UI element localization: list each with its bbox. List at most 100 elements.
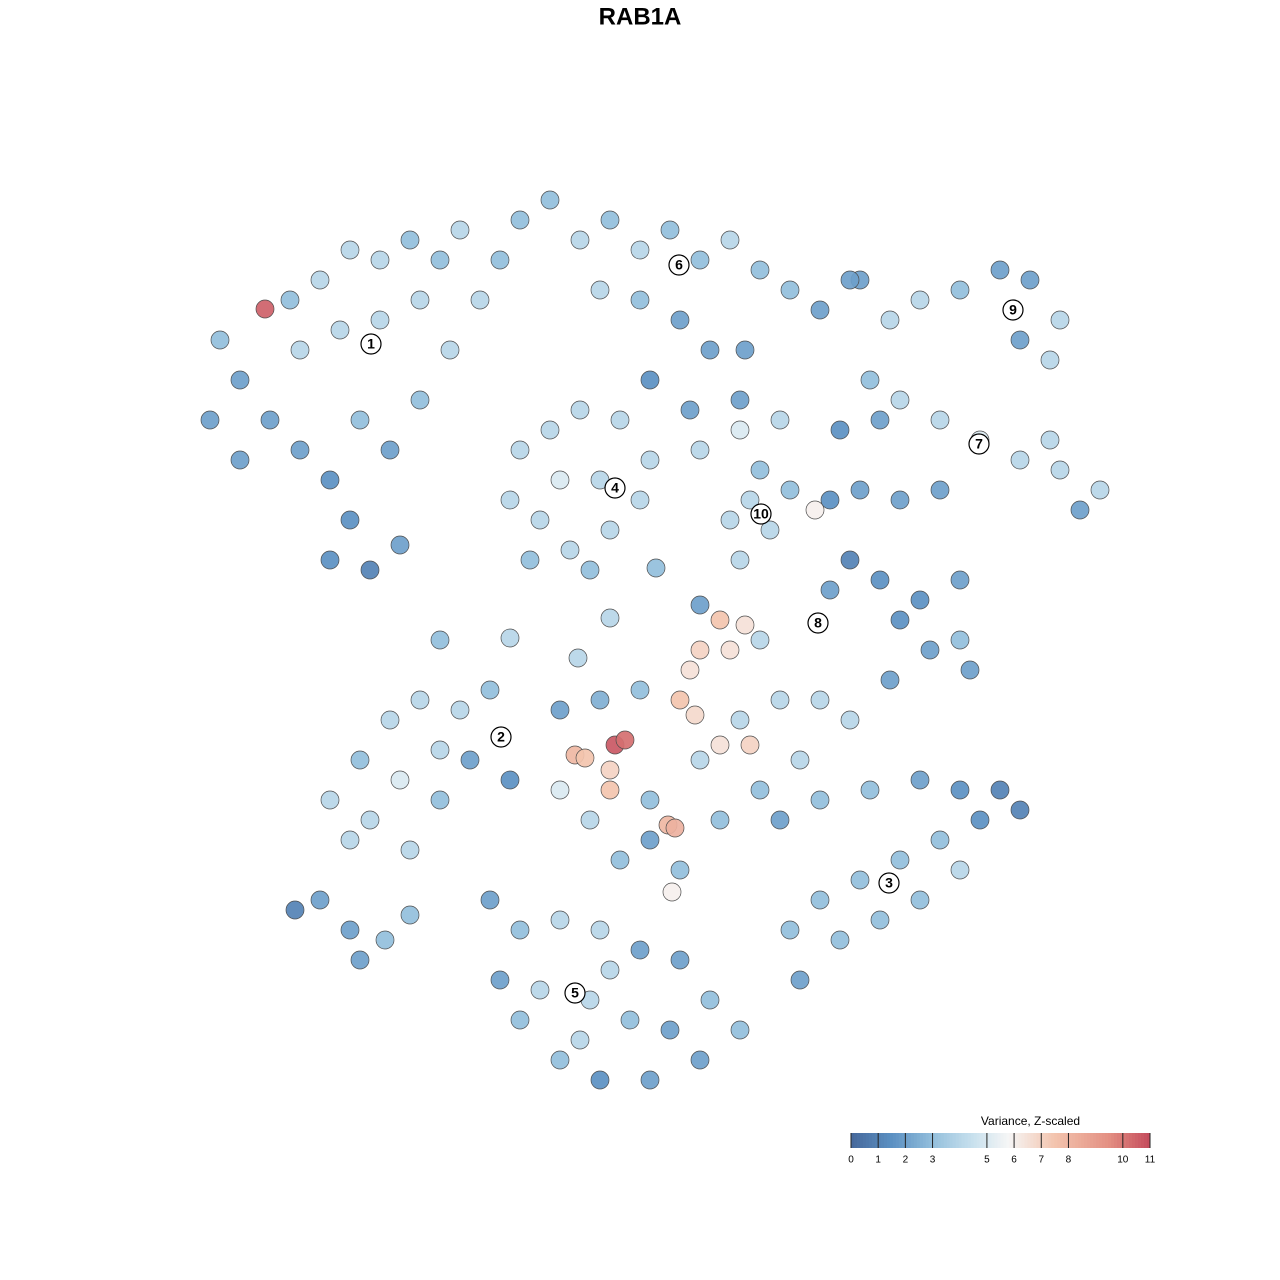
cluster-label: 7 [975, 436, 983, 452]
colorbar-segment [1105, 1133, 1109, 1148]
point [710, 610, 730, 630]
point [340, 240, 360, 260]
point [750, 260, 770, 280]
points [200, 190, 1110, 1090]
colorbar-segment [1093, 1133, 1097, 1148]
point [210, 330, 230, 350]
point [590, 1070, 610, 1090]
point [580, 560, 600, 580]
colorbar-segment [991, 1133, 996, 1148]
colorbar-segment [1120, 1133, 1124, 1148]
colorbar-segment [874, 1133, 879, 1148]
colorbar-tick-label: 0 [848, 1155, 854, 1166]
cluster-label: 2 [497, 729, 505, 745]
colorbar-tick-label: 2 [903, 1155, 909, 1166]
colorbar-segment [856, 1133, 861, 1148]
colorbar-segment [1081, 1133, 1085, 1148]
colorbar-segment [1054, 1133, 1058, 1148]
point [990, 260, 1010, 280]
point [660, 220, 680, 240]
point [360, 560, 380, 580]
point [460, 750, 480, 770]
point [770, 690, 790, 710]
colorbar-segment [1033, 1133, 1037, 1148]
cluster-label: 8 [814, 615, 822, 631]
colorbar-segment [964, 1133, 969, 1148]
point [700, 990, 720, 1010]
point [680, 400, 700, 420]
cluster-badge [878, 872, 900, 894]
cluster-badge [968, 433, 990, 455]
colorbar-segment [1018, 1133, 1022, 1148]
point [410, 690, 430, 710]
colorbar-segment [1069, 1133, 1073, 1148]
point [600, 608, 620, 628]
colorbar-segment [1030, 1133, 1034, 1148]
point [1040, 430, 1060, 450]
point [730, 390, 750, 410]
colorbar-tick-label: 10 [1117, 1155, 1129, 1166]
point [500, 770, 520, 790]
point [510, 440, 530, 460]
cluster-label: 4 [611, 480, 619, 496]
colorbar-segment [982, 1133, 987, 1148]
cluster-badge [604, 477, 626, 499]
colorbar-title: Variance, Z-scaled [981, 1114, 1080, 1128]
colorbar-segment [871, 1133, 876, 1148]
point [570, 230, 590, 250]
colorbar-segment [907, 1133, 912, 1148]
colorbar-segment [1048, 1133, 1052, 1148]
point [920, 640, 940, 660]
point [400, 905, 420, 925]
point [820, 490, 840, 510]
point [660, 1020, 680, 1040]
point [870, 410, 890, 430]
point [810, 890, 830, 910]
point [400, 230, 420, 250]
point [740, 490, 760, 510]
point [646, 558, 666, 578]
point [1010, 450, 1030, 470]
cluster-label: 10 [753, 506, 769, 522]
colorbar-segment [958, 1133, 963, 1148]
colorbar-segment [1147, 1133, 1151, 1148]
colorbar-segment [1078, 1133, 1082, 1148]
colorbar-segment [877, 1133, 882, 1148]
colorbar-segment [955, 1133, 960, 1148]
point [610, 850, 630, 870]
point [470, 290, 490, 310]
point [790, 750, 810, 770]
point [710, 735, 730, 755]
point [640, 1070, 660, 1090]
point [890, 490, 910, 510]
point [510, 210, 530, 230]
colorbar-segment [901, 1133, 906, 1148]
cluster-badge [490, 726, 512, 748]
point [360, 810, 380, 830]
point [720, 230, 740, 250]
colorbar-segment [1132, 1133, 1136, 1148]
colorbar-segment [1126, 1133, 1130, 1148]
point [810, 790, 830, 810]
colorbar-tick-label: 6 [1011, 1155, 1017, 1166]
point [610, 410, 630, 430]
point [990, 780, 1010, 800]
point [810, 690, 830, 710]
cluster-badge [807, 612, 829, 634]
colorbar-segment [904, 1133, 909, 1148]
point [600, 780, 620, 800]
point [1050, 460, 1070, 480]
colorbar-segment [976, 1133, 981, 1148]
colorbar-segment [922, 1133, 927, 1148]
point [735, 615, 755, 635]
point [690, 250, 710, 270]
point [400, 840, 420, 860]
colorbar-segment [889, 1133, 894, 1148]
point [730, 550, 750, 570]
point [662, 882, 682, 902]
point [560, 540, 580, 560]
point [690, 440, 710, 460]
colorbar-segment [937, 1133, 942, 1148]
chart-title: RAB1A [599, 3, 682, 30]
point [640, 370, 660, 390]
